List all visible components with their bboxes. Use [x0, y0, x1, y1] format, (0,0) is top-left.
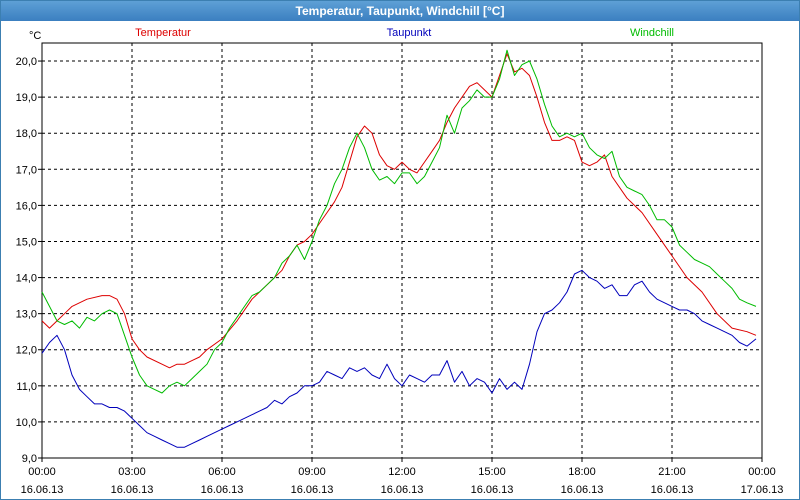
y-tick-label: 11,0: [16, 381, 37, 393]
x-tick-label-time: 12:00: [388, 466, 416, 478]
x-tick-label-time: 15:00: [478, 466, 506, 478]
x-tick-label-date: 16.06.13: [561, 484, 604, 496]
y-tick-label: 13,0: [16, 309, 37, 321]
legend-item-temperatur: Temperatur: [135, 27, 191, 39]
x-tick-label-time: 06:00: [208, 466, 236, 478]
x-tick-label-date: 16.06.13: [651, 484, 694, 496]
x-tick-label-time: 03:00: [118, 466, 146, 478]
legend: Temperatur Taupunkt Windchill: [135, 27, 674, 39]
grid: [42, 43, 762, 459]
window-title-bar: Temperatur, Taupunkt, Windchill [°C]: [1, 1, 799, 21]
y-tick-label: 17,0: [16, 164, 37, 176]
y-axis-label: °C: [29, 30, 41, 42]
y-tick-label: 12,0: [16, 345, 37, 357]
y-tick-label: 18,0: [16, 128, 37, 140]
x-tick-label-time: 21:00: [658, 466, 686, 478]
y-tick-label: 16,0: [16, 200, 37, 212]
y-tick-label: 10,0: [16, 417, 37, 429]
x-tick-label-date: 17.06.13: [741, 484, 784, 496]
y-tick-label: 15,0: [16, 236, 37, 248]
x-axis-ticks: 00:00 16.06.13 03:00 16.06.13 06:00 16.06.13 0…: [21, 458, 784, 496]
x-tick-label-date: 16.06.13: [21, 484, 64, 496]
series-line-temperatur: [41, 53, 757, 369]
x-tick-label-date: 16.06.13: [471, 484, 514, 496]
x-tick-label-date: 16.06.13: [381, 484, 424, 496]
x-tick-label-time: 09:00: [298, 466, 326, 478]
line-chart: 9,0 10,0 11,0 12,0 13,0 14,0 15,0 16,0 17,0 18,0 1…: [16, 27, 784, 496]
y-tick-label: 20,0: [16, 56, 37, 68]
y-axis-ticks: 9,0 10,0 11,0 12,0 13,0 14,0 15,0 16,0 17,0 18,0 1…: [16, 56, 42, 465]
series-lines: [41, 49, 757, 448]
x-tick-label-time: 00:00: [28, 466, 56, 478]
legend-item-taupunkt: Taupunkt: [387, 27, 432, 39]
x-tick-label-date: 16.06.13: [111, 484, 154, 496]
plot-frame: [41, 42, 763, 459]
x-tick-label-date: 16.06.13: [291, 484, 334, 496]
legend-item-windchill: Windchill: [630, 27, 674, 39]
series-line-windchill: [41, 49, 757, 394]
y-tick-label: 9,0: [22, 453, 37, 465]
x-tick-label-time: 18:00: [568, 466, 596, 478]
y-tick-label: 14,0: [16, 273, 37, 285]
x-tick-label-date: 16.06.13: [201, 484, 244, 496]
series-line-taupunkt: [41, 269, 757, 448]
window-title: Temperatur, Taupunkt, Windchill [°C]: [295, 4, 505, 18]
x-tick-label-time: 00:00: [748, 466, 776, 478]
y-tick-label: 19,0: [16, 92, 37, 104]
